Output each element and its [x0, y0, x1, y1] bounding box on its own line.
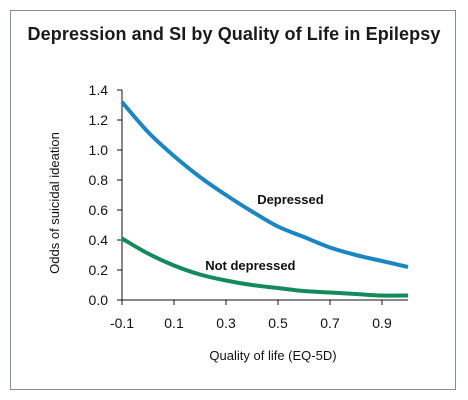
y-axis-label: Odds of suicidal ideation: [47, 132, 62, 274]
x-tick-label: 0.7: [320, 315, 340, 331]
series-label-depressed: Depressed: [257, 192, 324, 207]
y-tick-label: 1.2: [89, 112, 109, 128]
x-tick-label: 0.3: [216, 315, 236, 331]
series-line-not-depressed: [120, 236, 409, 298]
x-tick-label: 0.9: [372, 315, 392, 331]
x-ticks: -0.1 0.1 0.3 0.5 0.7 0.9: [110, 300, 392, 331]
axes: [121, 90, 408, 301]
x-tick-label: 0.1: [164, 315, 184, 331]
y-tick-label: 0.0: [89, 292, 109, 308]
y-tick-label: 1.0: [89, 142, 109, 158]
y-tick-label: 0.4: [89, 232, 109, 248]
y-tick-label: 0.6: [89, 202, 109, 218]
y-tick-label: 0.8: [89, 172, 109, 188]
series-lines: [120, 100, 409, 298]
y-tick-label: 1.4: [89, 82, 109, 98]
series-annotations: Depressed Not depressed: [205, 192, 324, 273]
x-tick-label: -0.1: [110, 315, 134, 331]
series-label-not-depressed: Not depressed: [205, 258, 295, 273]
x-tick-label: 0.5: [268, 315, 288, 331]
series-line-depressed: [120, 100, 409, 269]
y-ticks: 0.0 0.2 0.4 0.6 0.8 1.0 1.2 1.4: [89, 82, 122, 308]
chart-title: Depression and SI by Quality of Life in …: [27, 24, 441, 44]
y-tick-label: 0.2: [89, 262, 109, 278]
x-axis-label: Quality of life (EQ-5D): [209, 348, 336, 363]
